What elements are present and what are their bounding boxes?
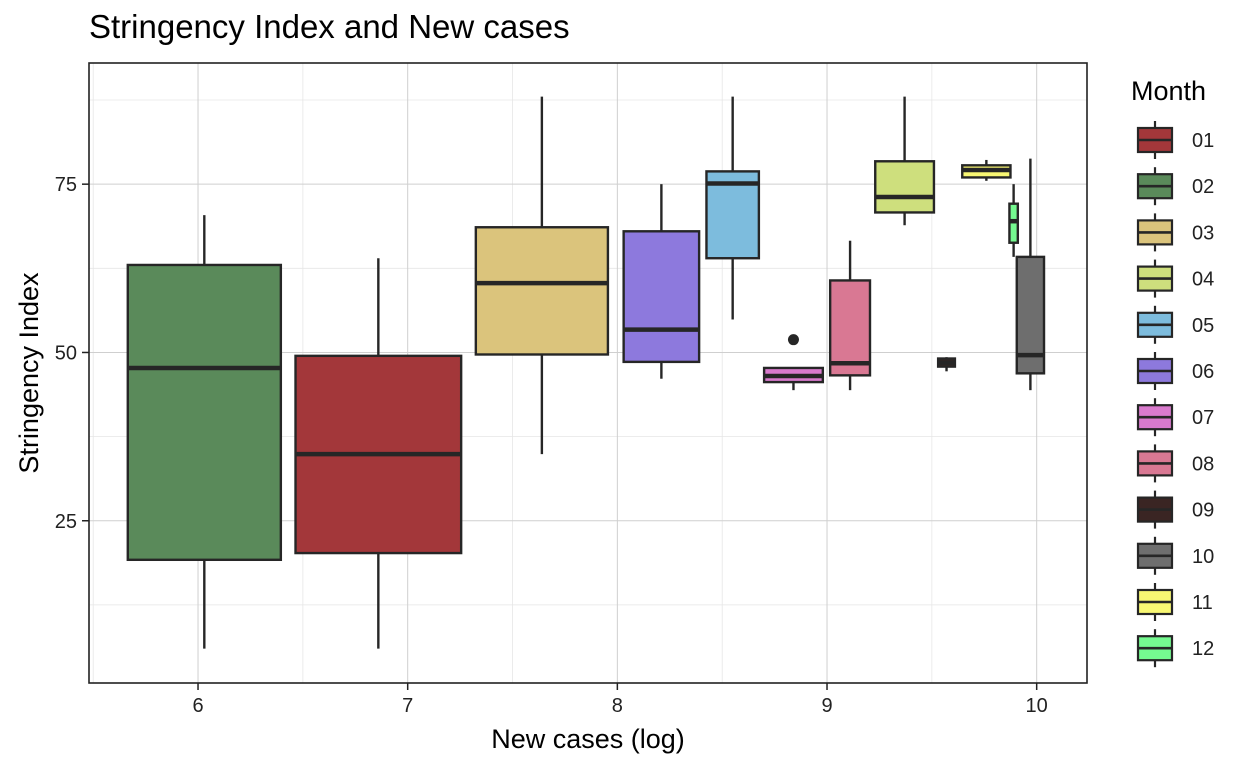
legend-label: 08 xyxy=(1192,453,1214,475)
box-body-04 xyxy=(874,160,936,214)
box-03 xyxy=(474,96,610,455)
box-body-03 xyxy=(474,226,610,356)
legend-label: 12 xyxy=(1192,638,1214,660)
box-01 xyxy=(294,258,463,649)
legend-label: 07 xyxy=(1192,407,1214,429)
legend-item-05: 05 xyxy=(1136,305,1214,344)
legend-item-06: 06 xyxy=(1136,352,1214,390)
box-04 xyxy=(874,96,936,226)
box-06 xyxy=(622,184,701,379)
legend-label: 01 xyxy=(1192,130,1214,152)
outlier-point-07 xyxy=(787,334,799,346)
x-axis-title: New cases (log) xyxy=(491,724,685,754)
x-axis: 6 7 8 9 10 xyxy=(192,683,1048,717)
plot-border xyxy=(88,62,1088,684)
legend-item-01: 01 xyxy=(1136,121,1214,159)
legend-item-12: 12 xyxy=(1136,629,1214,668)
y-axis: 25 50 75 xyxy=(55,174,89,533)
legend-item-03: 03 xyxy=(1136,213,1214,252)
legend-item-11: 11 xyxy=(1136,583,1213,621)
legend-label: 05 xyxy=(1192,315,1214,337)
box-body-05 xyxy=(705,170,761,260)
y-axis-title: Stringency Index xyxy=(14,272,44,474)
x-tick-label: 9 xyxy=(821,695,832,717)
legend-label: 06 xyxy=(1192,361,1214,383)
legend-item-07: 07 xyxy=(1136,398,1214,437)
chart-title: Stringency Index and New cases xyxy=(89,8,570,45)
box-09 xyxy=(936,357,957,372)
y-tick-label: 75 xyxy=(55,174,77,196)
box-12 xyxy=(1008,184,1020,257)
legend-label: 03 xyxy=(1192,222,1214,244)
box-10 xyxy=(1015,158,1046,391)
legend: Month 01 02 03 04 05 06 07 08 09 10 11 12 xyxy=(1131,76,1214,668)
x-tick-label: 8 xyxy=(612,695,623,717)
legend-label: 11 xyxy=(1192,592,1213,614)
legend-label: 09 xyxy=(1192,500,1214,522)
x-tick-label: 6 xyxy=(192,695,203,717)
legend-label: 02 xyxy=(1192,176,1214,198)
legend-item-02: 02 xyxy=(1136,167,1214,206)
box-05 xyxy=(705,96,761,320)
legend-label: 10 xyxy=(1192,546,1214,568)
box-11 xyxy=(961,159,1012,181)
y-tick-label: 25 xyxy=(55,511,77,533)
box-body-02 xyxy=(126,263,283,562)
legend-item-04: 04 xyxy=(1136,259,1214,298)
box-body-06 xyxy=(622,230,701,364)
box-07 xyxy=(762,334,825,391)
x-tick-label: 10 xyxy=(1026,695,1048,717)
y-tick-label: 50 xyxy=(55,342,77,364)
legend-label: 04 xyxy=(1192,269,1214,291)
legend-item-08: 08 xyxy=(1136,444,1214,483)
box-08 xyxy=(828,240,872,391)
legend-item-09: 09 xyxy=(1136,490,1214,529)
x-tick-label: 7 xyxy=(402,695,413,717)
legend-item-10: 10 xyxy=(1136,536,1214,575)
box-body-08 xyxy=(828,279,872,377)
legend-title: Month xyxy=(1131,76,1206,106)
plot-panel xyxy=(88,62,1088,684)
box-02 xyxy=(126,215,283,649)
